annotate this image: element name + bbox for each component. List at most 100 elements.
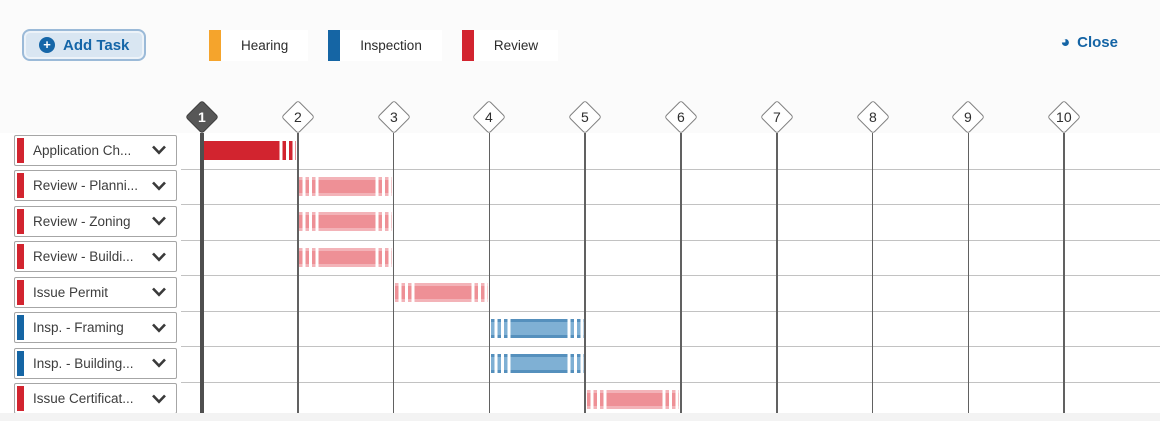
- bar-hatch-right: [276, 141, 297, 160]
- timeline-marker-label: 5: [581, 108, 590, 125]
- row-separator: [181, 168, 1160, 170]
- gantt-bar[interactable]: [586, 389, 680, 409]
- bar-hatch-right: [372, 212, 393, 231]
- timeline-marker-label: 1: [198, 108, 206, 125]
- bar-hatch-left: [395, 283, 416, 302]
- timeline-marker[interactable]: 8: [855, 100, 890, 134]
- gantt-bar[interactable]: [299, 212, 393, 231]
- timeline-gridline: [967, 133, 970, 413]
- timeline-marker-diamond[interactable]: 2: [280, 100, 315, 134]
- task-card[interactable]: Review - Planni...: [14, 170, 177, 201]
- timeline-marker[interactable]: 9: [951, 100, 986, 134]
- task-label: Review - Buildi...: [33, 249, 134, 264]
- bar-hatch-right: [659, 389, 680, 409]
- bar-hatch-left: [299, 247, 320, 267]
- task-category-bar: [17, 350, 24, 376]
- timeline-marker[interactable]: 7: [759, 100, 794, 134]
- task-label: Insp. - Building...: [33, 355, 134, 371]
- task-category-bar: [17, 315, 24, 340]
- gantt-bar[interactable]: [299, 176, 393, 196]
- row-separator: [181, 310, 1160, 312]
- bar-hatch-left: [490, 318, 511, 338]
- task-category-bar: [17, 386, 24, 411]
- task-label: Application Ch...: [33, 142, 132, 158]
- legend-item: Review: [461, 30, 559, 61]
- chevron-down-icon[interactable]: [151, 287, 167, 297]
- timeline-marker-diamond[interactable]: 8: [855, 100, 890, 134]
- timeline-gridline: [488, 133, 491, 413]
- timeline-marker-diamond[interactable]: 9: [951, 100, 986, 134]
- timeline-marker-diamond[interactable]: 1: [185, 100, 219, 134]
- timeline-marker-label: 6: [677, 108, 685, 125]
- legend-item: Hearing: [209, 30, 309, 61]
- chevron-down-icon[interactable]: [151, 181, 167, 191]
- task-label: Review - Zoning: [33, 213, 131, 229]
- legend-label: Hearing: [221, 30, 309, 61]
- bar-hatch-left: [586, 389, 607, 409]
- timeline-marker[interactable]: 2: [280, 100, 315, 134]
- chevron-down-icon[interactable]: [151, 323, 167, 333]
- timeline-marker[interactable]: 6: [664, 100, 698, 134]
- legend-color-swatch: [328, 30, 341, 61]
- chevron-down-icon[interactable]: [151, 216, 167, 226]
- timeline-marker-label: 10: [1056, 108, 1072, 125]
- timeline-marker-diamond[interactable]: 6: [664, 100, 698, 134]
- timeline-gridline: [200, 133, 204, 413]
- timeline-marker-diamond[interactable]: 10: [1047, 100, 1082, 134]
- task-label: Issue Permit: [33, 284, 109, 300]
- timeline-gridline: [680, 133, 682, 413]
- gantt-bar[interactable]: [395, 283, 488, 302]
- plus-circle-icon: +: [39, 37, 55, 53]
- chevron-down-icon[interactable]: [151, 358, 167, 368]
- task-category-bar: [17, 279, 24, 305]
- timeline-marker[interactable]: 1: [185, 100, 219, 134]
- task-category-bar: [17, 244, 24, 269]
- task-card[interactable]: Issue Permit: [14, 276, 177, 308]
- timeline-marker-label: 9: [964, 108, 973, 125]
- timeline-marker-diamond[interactable]: 3: [376, 100, 411, 134]
- legend-color-swatch: [209, 30, 221, 61]
- bar-hatch-right: [372, 176, 393, 196]
- chevron-down-icon[interactable]: [151, 252, 167, 262]
- row-separator: [181, 239, 1160, 241]
- close-circle-icon: ◕: [1060, 33, 1071, 51]
- timeline-marker[interactable]: 5: [568, 100, 603, 134]
- timeline-marker-label: 8: [868, 108, 877, 125]
- task-card[interactable]: Review - Buildi...: [14, 241, 177, 272]
- legend-label: Review: [473, 30, 559, 61]
- task-category-bar: [17, 208, 24, 234]
- chevron-down-icon[interactable]: [151, 394, 167, 404]
- timeline-gridline: [1063, 133, 1065, 413]
- row-separator: [181, 204, 1160, 205]
- add-task-button[interactable]: + Add Task: [22, 29, 147, 61]
- bar-hatch-right: [563, 318, 584, 338]
- timeline-marker[interactable]: 4: [472, 100, 507, 134]
- gantt-bar[interactable]: [490, 318, 584, 338]
- gantt-bar[interactable]: [203, 141, 297, 160]
- timeline-marker[interactable]: 3: [376, 100, 411, 134]
- close-button[interactable]: ◕ Close: [1060, 34, 1118, 51]
- task-card[interactable]: Application Ch...: [14, 134, 177, 166]
- task-card[interactable]: Insp. - Building...: [14, 347, 177, 379]
- task-card[interactable]: Insp. - Framing: [14, 312, 177, 343]
- task-label: Review - Planni...: [33, 178, 139, 193]
- bar-hatch-left: [299, 176, 320, 196]
- timeline-gridline: [392, 133, 395, 413]
- row-separator: [181, 346, 1160, 347]
- timeline-marker-diamond[interactable]: 4: [472, 100, 507, 134]
- gantt-bar[interactable]: [490, 354, 584, 373]
- legend: Hearing Inspection Review: [209, 30, 559, 61]
- timeline-marker-diamond[interactable]: 7: [759, 100, 794, 134]
- task-card[interactable]: Issue Certificat...: [14, 383, 177, 414]
- task-label: Issue Certificat...: [33, 391, 134, 406]
- bar-hatch-right: [467, 283, 488, 302]
- task-category-bar: [17, 137, 24, 163]
- gantt-bar[interactable]: [299, 247, 393, 267]
- timeline-gridline: [776, 133, 778, 413]
- task-card[interactable]: Review - Zoning: [14, 205, 177, 237]
- timeline-marker-label: 7: [772, 108, 781, 125]
- timeline-marker-diamond[interactable]: 5: [568, 100, 603, 134]
- chevron-down-icon[interactable]: [151, 145, 167, 155]
- timeline-marker[interactable]: 10: [1047, 100, 1082, 134]
- bar-hatch-right: [563, 354, 584, 373]
